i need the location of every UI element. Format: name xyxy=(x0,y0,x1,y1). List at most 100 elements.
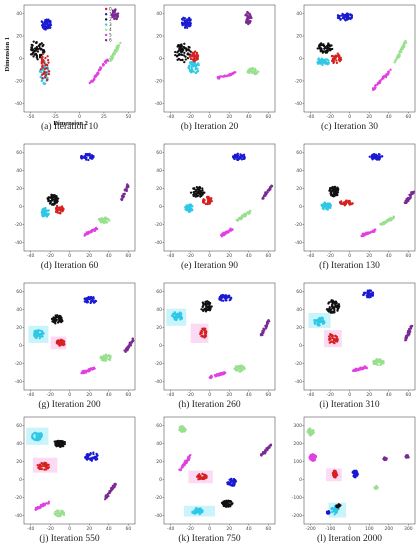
data-point xyxy=(342,14,345,18)
data-point xyxy=(355,368,358,371)
cluster-5 xyxy=(371,68,392,92)
data-point xyxy=(332,307,336,310)
data-point xyxy=(34,329,37,332)
data-point xyxy=(334,304,338,307)
x-tick-label: -40 xyxy=(307,253,314,259)
data-point xyxy=(339,504,342,507)
data-point xyxy=(266,191,269,194)
cluster-4 xyxy=(97,216,111,225)
data-point xyxy=(216,76,219,79)
y-tick-label: -20 xyxy=(15,222,22,228)
data-point xyxy=(83,297,86,301)
axes-frame xyxy=(23,282,136,391)
data-point xyxy=(41,65,44,68)
panel-caption: (k) Iteration 750 xyxy=(178,534,241,544)
scatter-plot: 300 200 100 0 -100 -200 -200 -100 0 100 200 300 xyxy=(292,416,416,532)
data-point xyxy=(189,57,193,61)
data-point xyxy=(62,513,66,517)
data-point xyxy=(317,318,320,321)
data-point xyxy=(41,503,44,506)
cluster-4 xyxy=(235,209,252,222)
x-tick-label: 20 xyxy=(366,392,372,398)
scatter-plot: 60 40 20 0 -20 -40 -40 -20 0 20 40 60 xyxy=(15,143,136,259)
data-point xyxy=(378,81,381,84)
data-point xyxy=(336,191,340,194)
x-tick-label: 0 xyxy=(348,392,351,398)
data-point xyxy=(91,157,94,160)
data-point xyxy=(47,70,51,73)
data-point xyxy=(176,51,179,54)
data-point xyxy=(36,506,39,509)
cluster-3 xyxy=(40,206,50,218)
data-point xyxy=(85,231,88,234)
data-point xyxy=(348,201,352,204)
data-point xyxy=(208,199,211,202)
data-point xyxy=(389,68,392,71)
cluster-2 xyxy=(200,300,213,313)
x-tick-label: -40 xyxy=(167,114,174,120)
data-point xyxy=(178,468,182,471)
axes-frame xyxy=(303,416,416,525)
data-point xyxy=(195,53,198,56)
data-point xyxy=(240,364,243,368)
data-point xyxy=(58,340,62,344)
x-tick-label: 40 xyxy=(246,253,252,259)
data-point xyxy=(88,454,91,457)
data-point xyxy=(61,440,65,443)
data-point xyxy=(174,54,177,57)
data-point xyxy=(228,478,231,481)
data-point xyxy=(41,208,44,211)
data-point xyxy=(186,207,189,211)
y-tick-label: -20 xyxy=(155,222,162,228)
data-point xyxy=(190,54,193,57)
data-point xyxy=(175,55,179,58)
cluster-4 xyxy=(53,509,66,518)
data-point xyxy=(200,193,203,196)
cluster-5 xyxy=(308,453,318,463)
data-point xyxy=(91,368,94,371)
data-point xyxy=(105,221,108,224)
data-point xyxy=(332,507,335,511)
y-tick-label: 0 xyxy=(159,477,162,483)
data-point xyxy=(113,484,117,487)
x-tick-label: -40 xyxy=(167,526,174,532)
y-tick-label: 0 xyxy=(159,56,162,62)
data-point xyxy=(336,508,340,511)
data-point xyxy=(181,58,184,62)
y-tick-label: -200 xyxy=(292,513,302,519)
legend-label: 3 xyxy=(109,22,112,27)
x-tick-label: 40 xyxy=(246,392,252,398)
data-point xyxy=(102,357,105,361)
cluster-3 xyxy=(313,316,326,327)
data-point xyxy=(344,199,348,202)
data-point xyxy=(262,451,265,454)
data-point xyxy=(327,204,331,207)
data-point xyxy=(87,368,91,371)
axes-frame xyxy=(23,143,136,252)
data-point xyxy=(237,216,241,220)
data-point xyxy=(190,66,193,69)
legend-marker xyxy=(104,7,108,11)
cluster-3 xyxy=(187,59,200,75)
data-point xyxy=(353,474,357,477)
panel-caption: (d) Iteration 60 xyxy=(40,261,99,271)
data-point xyxy=(91,299,94,302)
data-point xyxy=(202,199,205,202)
data-point xyxy=(40,461,43,465)
x-tick-label: 40 xyxy=(246,526,252,532)
data-point xyxy=(228,74,231,77)
x-tick-label: 50 xyxy=(125,114,131,120)
data-point xyxy=(46,58,50,62)
data-point xyxy=(389,216,392,220)
data-point xyxy=(355,470,358,473)
data-point xyxy=(109,57,112,60)
data-point xyxy=(45,464,48,468)
data-point xyxy=(174,50,177,54)
data-point xyxy=(326,511,329,514)
data-point xyxy=(329,186,332,190)
data-point xyxy=(42,210,45,213)
data-point xyxy=(95,452,98,456)
data-point xyxy=(54,314,57,317)
data-point xyxy=(93,455,96,458)
x-tick-label: -40 xyxy=(307,114,314,120)
